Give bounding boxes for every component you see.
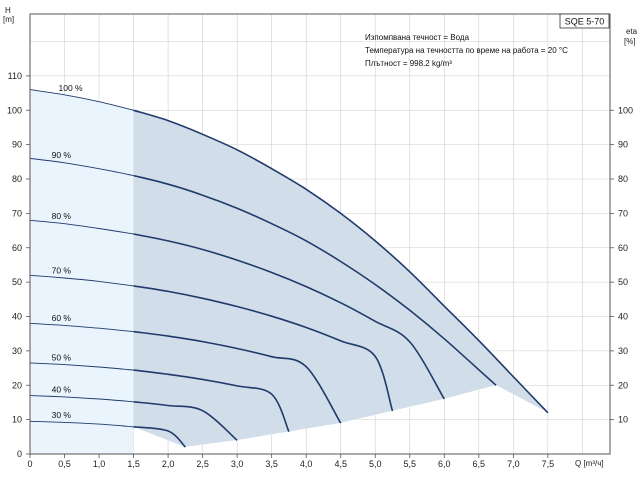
- x-tick-label: 7,5: [542, 459, 555, 469]
- y-tick-label: 40: [12, 312, 22, 322]
- y2-tick-label: 40: [618, 312, 628, 322]
- info-line-density: Плътност = 998.2 kg/m³: [365, 59, 452, 68]
- x-tick-label: 5,5: [404, 459, 417, 469]
- curve-labels: 100 % 90 % 80 % 70 % 60 % 50 % 40 % 30 %: [52, 83, 83, 420]
- x-tick-label: 3,0: [231, 459, 244, 469]
- y2-tick-label: 10: [618, 415, 628, 425]
- curve-50-low: [29, 362, 134, 371]
- y-tick-label: 30: [12, 346, 22, 356]
- y2-tick-label: 70: [618, 208, 628, 218]
- x-tick-label: 6,0: [438, 459, 451, 469]
- y-axis-unit: [m]: [3, 15, 14, 24]
- curve-90-main: [133, 174, 497, 386]
- region-lower-boundary: [185, 385, 549, 448]
- y2-axis-title: eta: [626, 27, 638, 36]
- x-tick-label: 4,5: [334, 459, 347, 469]
- x-tick-label: 3,5: [265, 459, 278, 469]
- y2-tick-label: 80: [618, 174, 628, 184]
- y-tick-label: 0: [17, 449, 22, 459]
- y-tick-label: 70: [12, 208, 22, 218]
- model-badge-frame: [559, 13, 610, 29]
- curve-60-low: [29, 322, 134, 333]
- curve-90-low: [29, 157, 134, 177]
- y-tick-label: 10: [12, 415, 22, 425]
- curve-label: 90 %: [52, 150, 72, 160]
- curve-50-main: [133, 369, 290, 433]
- curve-30-low: [29, 420, 134, 428]
- curve-60-main: [133, 330, 342, 424]
- y-tick-label: 80: [12, 174, 22, 184]
- curve-label: 70 %: [52, 265, 72, 275]
- x-tick-label: 2,5: [196, 459, 209, 469]
- region-dark: [133, 110, 548, 448]
- curve-80-low: [29, 219, 134, 235]
- axes: 0 0,5 1,0 1,5 2,0 2,5 3,0 3,5 4,0 4,5 5,0 5,5 6,0 6,5…: [7, 71, 633, 469]
- curve-label: 40 %: [52, 385, 72, 395]
- x-axis-label: Q [m³/ч]: [575, 459, 604, 468]
- y-tick-label: 90: [12, 140, 22, 150]
- curve-70-main: [133, 285, 394, 412]
- curve-40-main: [133, 401, 238, 441]
- curve-label: 50 %: [52, 352, 72, 362]
- y-tick-label: 100: [7, 105, 22, 115]
- x-tick-label: 7,0: [507, 459, 520, 469]
- x-tick-label: 1,5: [127, 459, 140, 469]
- y2-tick-label: 100: [618, 105, 633, 115]
- y2-tick-label: 60: [618, 243, 628, 253]
- curve-30-main: [133, 426, 186, 448]
- y2-tick-label: 50: [618, 277, 628, 287]
- curve-70-low: [29, 274, 134, 287]
- y2-tick-label: 90: [618, 140, 628, 150]
- x-tick-label: 0,5: [58, 459, 71, 469]
- region-light: [30, 89, 134, 454]
- x-tick-label: 1,0: [93, 459, 106, 469]
- curve-100-low: [29, 89, 134, 111]
- x-tick-label: 5,0: [369, 459, 382, 469]
- y-tick-label: 50: [12, 277, 22, 287]
- y2-axis-unit: [%]: [624, 37, 636, 46]
- x-tick-label: 6,5: [473, 459, 486, 469]
- info-line-liquid: Изпомпвана течност = Вода: [365, 33, 470, 42]
- curve-label: 60 %: [52, 313, 72, 323]
- curve-label: 80 %: [52, 211, 72, 221]
- info-box: Изпомпвана течност = Вода Температура на…: [365, 33, 568, 68]
- x-tick-label: 0: [27, 459, 32, 469]
- model-badge-text: SQE 5-70: [565, 17, 605, 27]
- plot-frame: [29, 13, 611, 455]
- y-tick-label: 110: [8, 71, 22, 81]
- curve-label: 100 %: [59, 83, 84, 93]
- curve-40-low: [29, 395, 134, 403]
- curves: [29, 89, 549, 448]
- y-tick-label: 20: [12, 380, 22, 390]
- model-badge: SQE 5-70: [559, 13, 610, 29]
- info-line-temperature: Температура на течността по време на раб…: [365, 46, 568, 55]
- curve-80-main: [133, 233, 445, 400]
- x-tick-label: 4,0: [300, 459, 313, 469]
- y2-tick-label: 30: [618, 346, 628, 356]
- curve-label: 30 %: [52, 410, 72, 420]
- operating-region: [30, 89, 549, 454]
- y2-tick-label: 20: [618, 380, 628, 390]
- x-tick-label: 2,0: [162, 459, 175, 469]
- y-axis-title: H: [5, 6, 11, 15]
- curve-100-main: [133, 109, 549, 414]
- y-tick-label: 60: [12, 243, 22, 253]
